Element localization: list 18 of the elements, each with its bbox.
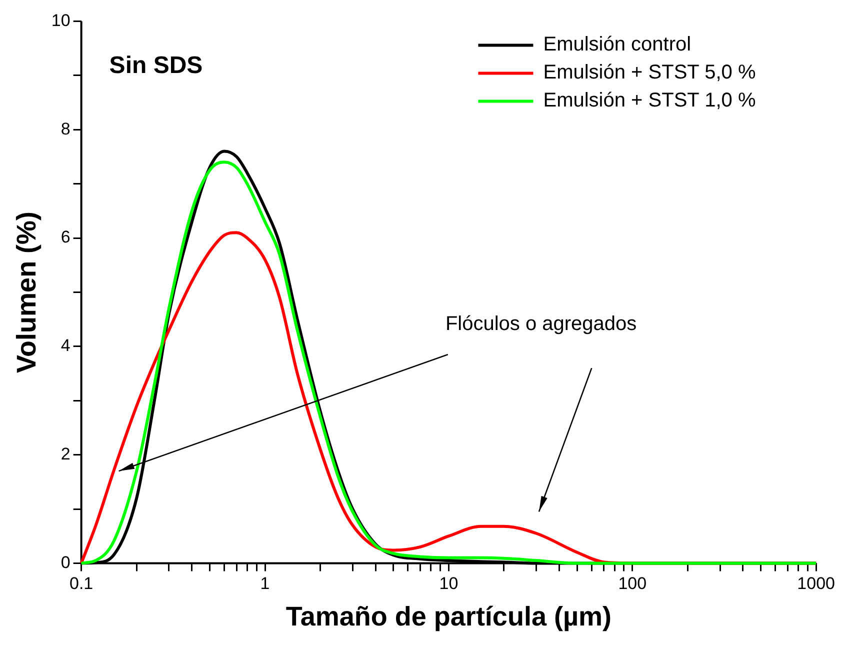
- x-tick-label: 1000: [797, 574, 836, 594]
- y-tick-label: 2: [60, 444, 70, 464]
- legend-label: Emulsión + STST 5,0 %: [543, 62, 756, 84]
- legend-label: Emulsión control: [543, 34, 692, 56]
- y-tick-label: 4: [60, 336, 70, 356]
- y-tick-label: 6: [60, 228, 70, 247]
- x-tick-label: 10: [439, 574, 458, 594]
- x-tick-label: 100: [618, 574, 647, 594]
- annotation: Flóculos o agregados: [445, 313, 637, 336]
- x-tick-label: 1: [260, 574, 270, 594]
- y-tick-label: 10: [51, 10, 70, 30]
- y-tick-label: 0: [60, 552, 70, 572]
- y-axis-title: Volumen (%): [12, 211, 42, 373]
- x-tick-label: 0.1: [69, 574, 94, 594]
- y-tick-label: 8: [60, 119, 70, 138]
- x-axis-title: Tamaño de partícula (µm): [286, 601, 612, 632]
- legend-label: Emulsión + STST 1,0 %: [543, 90, 756, 112]
- annotation: Sin SDS: [109, 52, 203, 79]
